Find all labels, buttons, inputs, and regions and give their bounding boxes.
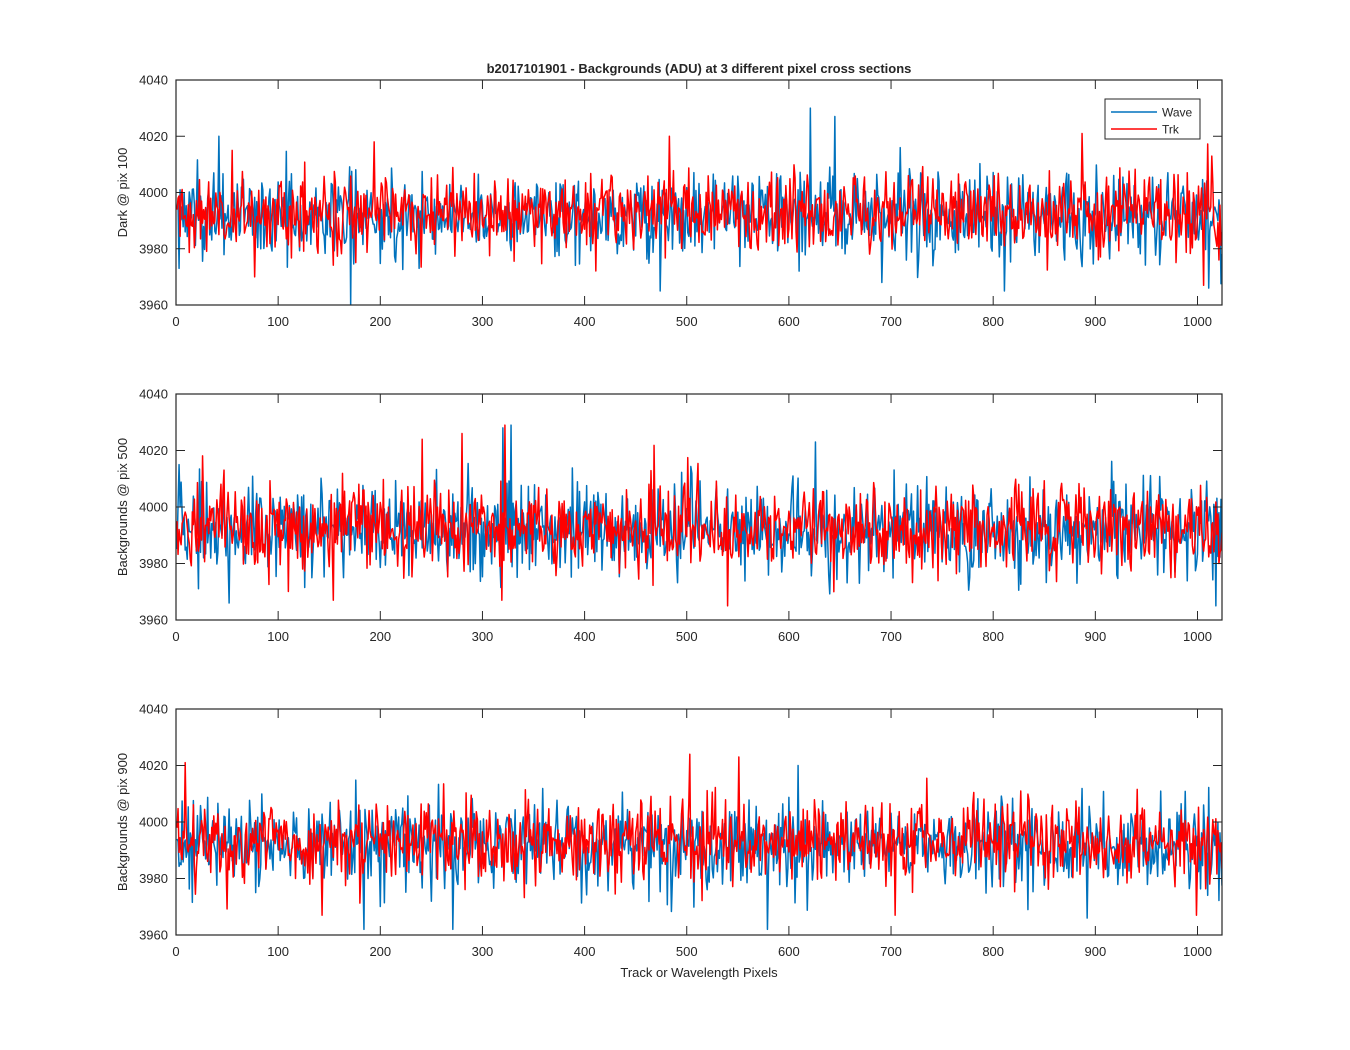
x-tick-label: 600 — [778, 944, 800, 959]
x-axis-label: Track or Wavelength Pixels — [620, 965, 778, 980]
x-tick-label: 800 — [982, 629, 1004, 644]
y-tick-label: 3980 — [139, 241, 168, 256]
x-tick-label: 900 — [1084, 314, 1106, 329]
x-tick-label: 0 — [172, 314, 179, 329]
y-tick-label: 4000 — [139, 500, 168, 515]
y-tick-label: 3980 — [139, 556, 168, 571]
y-tick-label: 3960 — [139, 613, 168, 628]
subplot-3: 0 100 200 300 400 500 600 700 800 900 1000 3960 3980… — [115, 702, 1223, 959]
x-tick-label: 500 — [676, 629, 698, 644]
x-tick-label: 1000 — [1183, 314, 1212, 329]
x-tick-label: 400 — [574, 944, 596, 959]
series-line-trk — [176, 132, 1222, 287]
legend-box — [1104, 98, 1201, 140]
x-tick-label: 300 — [472, 629, 494, 644]
y-tick-label: 3960 — [139, 298, 168, 313]
y-tick-label: 4040 — [139, 387, 168, 402]
x-tick-label: 200 — [369, 314, 391, 329]
y-tick-label: 4040 — [139, 73, 168, 88]
x-tick-label: 500 — [676, 944, 698, 959]
y-tick-label: 3980 — [139, 871, 168, 886]
series-group — [176, 107, 1222, 305]
x-tick-label: 600 — [778, 629, 800, 644]
x-tick-label: 100 — [267, 629, 289, 644]
series-line-trk — [176, 753, 1222, 916]
chart-title: b2017101901 - Backgrounds (ADU) at 3 dif… — [487, 61, 912, 76]
y-tick-label: 4000 — [139, 815, 168, 830]
x-tick-label: 200 — [369, 629, 391, 644]
x-tick-label: 800 — [982, 944, 1004, 959]
y-tick-label: 3960 — [139, 928, 168, 943]
y-tick-label: 4020 — [139, 758, 168, 773]
series-line-trk — [176, 424, 1222, 607]
x-tick-label: 600 — [778, 314, 800, 329]
y-axis-label: Backgrounds @ pix 900 — [115, 753, 130, 891]
legend: Wave Trk — [1104, 98, 1201, 140]
x-tick-label: 400 — [574, 629, 596, 644]
x-tick-label: 900 — [1084, 944, 1106, 959]
x-tick-label: 200 — [369, 944, 391, 959]
x-tick-label: 700 — [880, 314, 902, 329]
subplot-1: 0 100 200 300 400 500 600 700 800 900 1000 3960 3980… — [115, 73, 1223, 329]
subplot-2: 0 100 200 300 400 500 600 700 800 900 1000 3960 3980… — [115, 387, 1223, 644]
x-tick-label: 300 — [472, 944, 494, 959]
x-tick-label: 1000 — [1183, 629, 1212, 644]
x-tick-label: 700 — [880, 629, 902, 644]
x-tick-label: 1000 — [1183, 944, 1212, 959]
legend-label-wave: Wave — [1162, 106, 1193, 120]
x-tick-label: 100 — [267, 944, 289, 959]
x-tick-label: 800 — [982, 314, 1004, 329]
x-tick-label: 100 — [267, 314, 289, 329]
x-tick-label: 0 — [172, 944, 179, 959]
x-tick-label: 0 — [172, 629, 179, 644]
x-tick-label: 300 — [472, 314, 494, 329]
x-tick-label: 400 — [574, 314, 596, 329]
x-tick-label: 700 — [880, 944, 902, 959]
subplots: 0 100 200 300 400 500 600 700 800 900 100039603980… — [115, 73, 1223, 959]
series-group — [176, 424, 1222, 607]
series-group — [176, 753, 1222, 931]
x-tick-label: 900 — [1084, 629, 1106, 644]
y-tick-label: 4020 — [139, 443, 168, 458]
y-tick-label: 4040 — [139, 702, 168, 717]
y-axis-label: Dark @ pix 100 — [115, 148, 130, 238]
y-tick-label: 4000 — [139, 185, 168, 200]
y-axis-label: Backgrounds @ pix 500 — [115, 438, 130, 576]
legend-label-trk: Trk — [1162, 123, 1180, 137]
y-tick-label: 4020 — [139, 129, 168, 144]
x-tick-label: 500 — [676, 314, 698, 329]
